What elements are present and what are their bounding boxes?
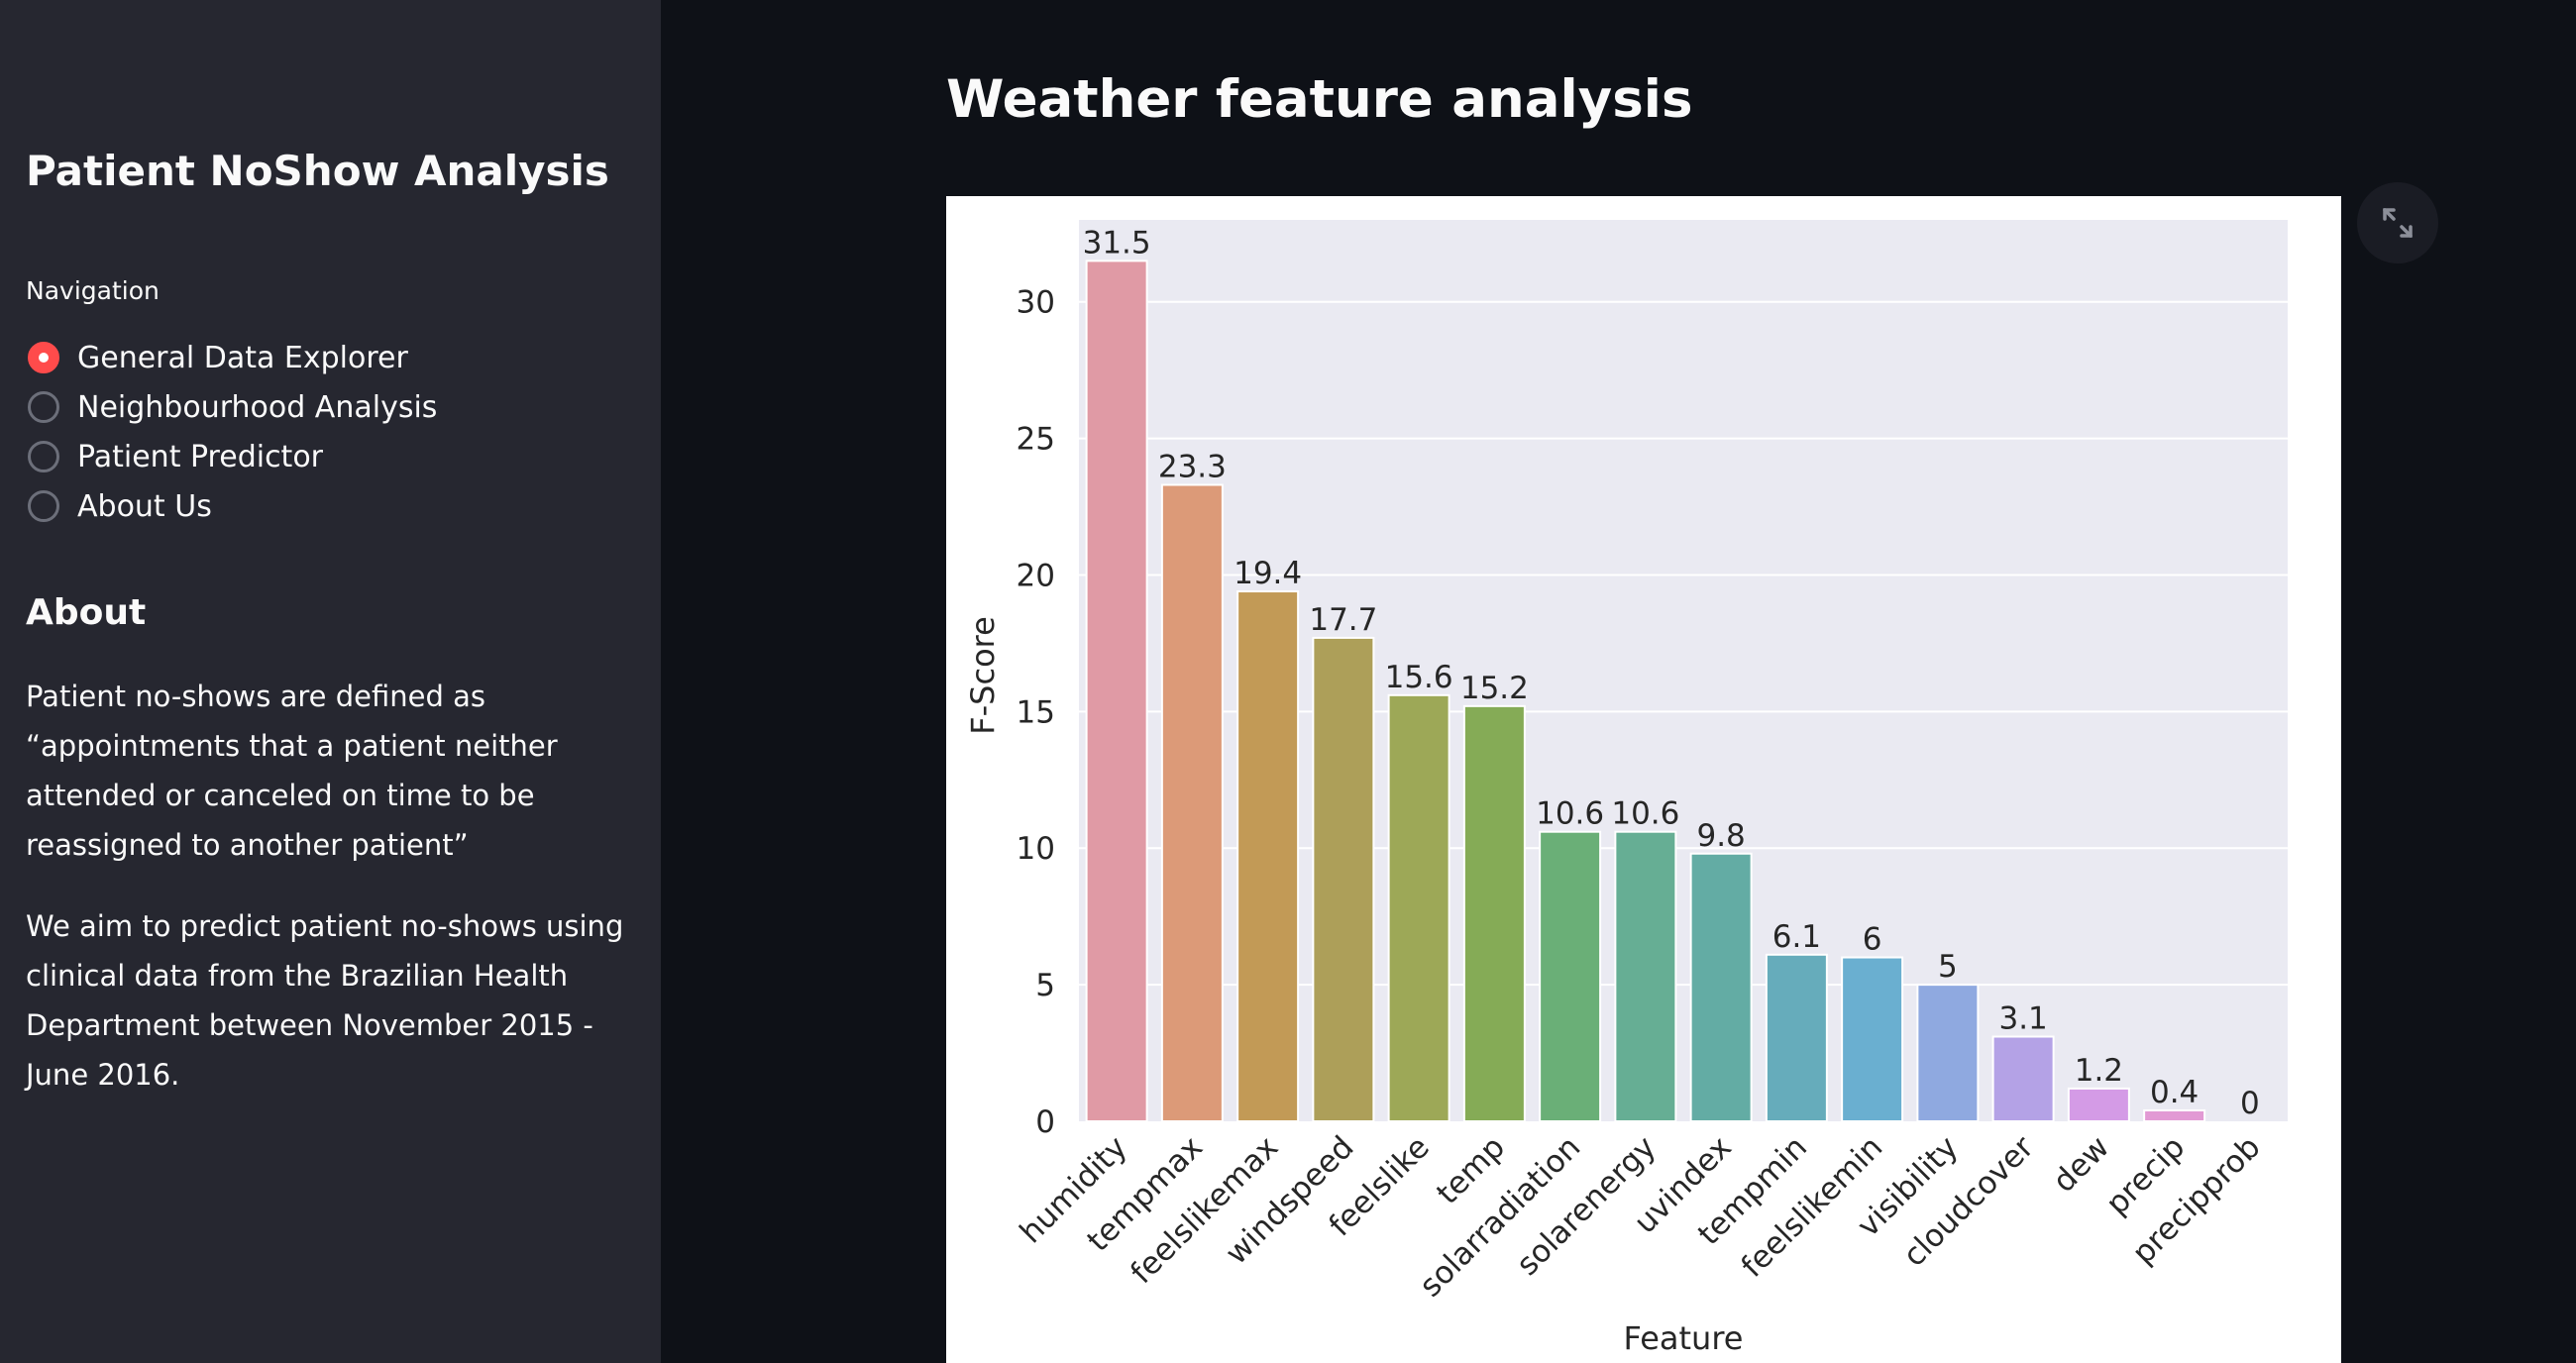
nav-item-about-us[interactable]: About Us bbox=[28, 481, 437, 531]
bar-cloudcover bbox=[1991, 1035, 2055, 1122]
x-tick-labels: humiditytempmaxfeelslikemaxwindspeedfeel… bbox=[1014, 1129, 2268, 1304]
value-label-feelslikemax: 19.4 bbox=[1234, 556, 1302, 591]
bar-windspeed bbox=[1312, 636, 1375, 1122]
main-content: Weather feature analysis 31.5 23.3 19.4 17.… bbox=[661, 0, 2576, 1363]
y-tick-label: 25 bbox=[1017, 422, 1055, 458]
nav-item-label: Patient Predictor bbox=[77, 439, 324, 474]
bar-tempmax bbox=[1160, 483, 1224, 1122]
navigation-radio-group: General Data Explorer Neighbourhood Anal… bbox=[28, 333, 437, 531]
value-label-windspeed: 17.7 bbox=[1309, 602, 1377, 638]
expand-icon bbox=[2383, 208, 2413, 238]
bar-feelslikemax bbox=[1236, 590, 1300, 1123]
bar-chart: 31.5 23.3 19.417.715.6 15.2 10.6 10.6 9.8 6.1 6 5… bbox=[964, 220, 2288, 1357]
nav-item-label: About Us bbox=[77, 488, 212, 524]
value-label-cloudcover: 3.1 bbox=[1998, 1001, 2047, 1037]
radio-unselected-icon[interactable] bbox=[28, 441, 59, 472]
bar-temp bbox=[1462, 704, 1526, 1123]
y-tick-label: 15 bbox=[1017, 694, 1055, 730]
sidebar: Patient NoShow Analysis Navigation Gener… bbox=[0, 0, 661, 1363]
navigation-label: Navigation bbox=[26, 276, 160, 305]
y-axis-label: F-Score bbox=[964, 616, 1002, 735]
value-label-precip: 0.4 bbox=[2150, 1075, 2199, 1110]
y-tick-label: 5 bbox=[1035, 968, 1055, 1003]
about-paragraph-aim: We aim to predict patient no-shows using… bbox=[26, 909, 624, 1092]
value-label-solarenergy: 10.6 bbox=[1611, 796, 1679, 832]
bar-precip bbox=[2143, 1108, 2206, 1123]
bar-solarenergy bbox=[1614, 830, 1677, 1122]
bar-solarradiation bbox=[1539, 830, 1602, 1122]
chart-container: 31.5 23.3 19.4 17.7 15.6 15.2 10.6 10.6 9.8 6.1 6 5… bbox=[946, 196, 2341, 1363]
value-label-uvindex: 9.8 bbox=[1696, 818, 1745, 854]
x-axis-label: Feature bbox=[1624, 1319, 1744, 1357]
bar-uvindex bbox=[1689, 852, 1753, 1122]
bar-feelslikemin bbox=[1841, 956, 1904, 1123]
nav-item-patient-predictor[interactable]: Patient Predictor bbox=[28, 432, 437, 481]
y-tick-label: 10 bbox=[1017, 831, 1055, 867]
radio-unselected-icon[interactable] bbox=[28, 391, 59, 423]
page-title: Weather feature analysis bbox=[946, 69, 1693, 130]
y-tick-label: 20 bbox=[1017, 558, 1055, 593]
bar-dew bbox=[2067, 1087, 2130, 1123]
y-tick-label: 0 bbox=[1035, 1104, 1055, 1140]
value-label-solarradiation: 10.6 bbox=[1536, 796, 1604, 832]
nav-item-label: Neighbourhood Analysis bbox=[77, 389, 438, 425]
value-label-humidity: 31.5 bbox=[1083, 225, 1151, 261]
bar-tempmin bbox=[1765, 953, 1828, 1123]
value-labels: 31.5 23.3 19.417.715.6 15.2 10.6 10.6 9.8 6.1 6 5… bbox=[1083, 225, 2260, 1121]
radio-selected-icon[interactable] bbox=[28, 342, 59, 373]
bar-feelslike bbox=[1387, 693, 1450, 1122]
y-tick-labels: 0 5 10 15 20 25 30 bbox=[1017, 285, 1055, 1140]
value-label-precipprob: 0 bbox=[2240, 1086, 2260, 1121]
bar-visibility bbox=[1916, 984, 1980, 1122]
value-label-tempmin: 6.1 bbox=[1772, 919, 1821, 955]
value-label-feelslikemin: 6 bbox=[1863, 922, 1882, 958]
bars bbox=[1085, 260, 2206, 1123]
value-label-tempmax: 23.3 bbox=[1158, 449, 1227, 484]
fullscreen-button[interactable] bbox=[2357, 182, 2438, 263]
value-label-visibility: 5 bbox=[1938, 949, 1958, 985]
y-tick-label: 30 bbox=[1017, 285, 1055, 321]
about-paragraph-definition: Patient no-shows are defined as “appoint… bbox=[26, 680, 558, 862]
value-label-dew: 1.2 bbox=[2075, 1053, 2123, 1089]
sidebar-title: Patient NoShow Analysis bbox=[26, 147, 609, 195]
nav-item-label: General Data Explorer bbox=[77, 340, 408, 375]
about-heading: About bbox=[26, 592, 147, 633]
value-label-feelslike: 15.6 bbox=[1385, 660, 1453, 695]
nav-item-neighbourhood-analysis[interactable]: Neighbourhood Analysis bbox=[28, 382, 437, 432]
nav-item-general-data-explorer[interactable]: General Data Explorer bbox=[28, 333, 437, 382]
value-label-temp: 15.2 bbox=[1460, 671, 1529, 706]
radio-unselected-icon[interactable] bbox=[28, 490, 59, 522]
bar-humidity bbox=[1085, 260, 1148, 1122]
